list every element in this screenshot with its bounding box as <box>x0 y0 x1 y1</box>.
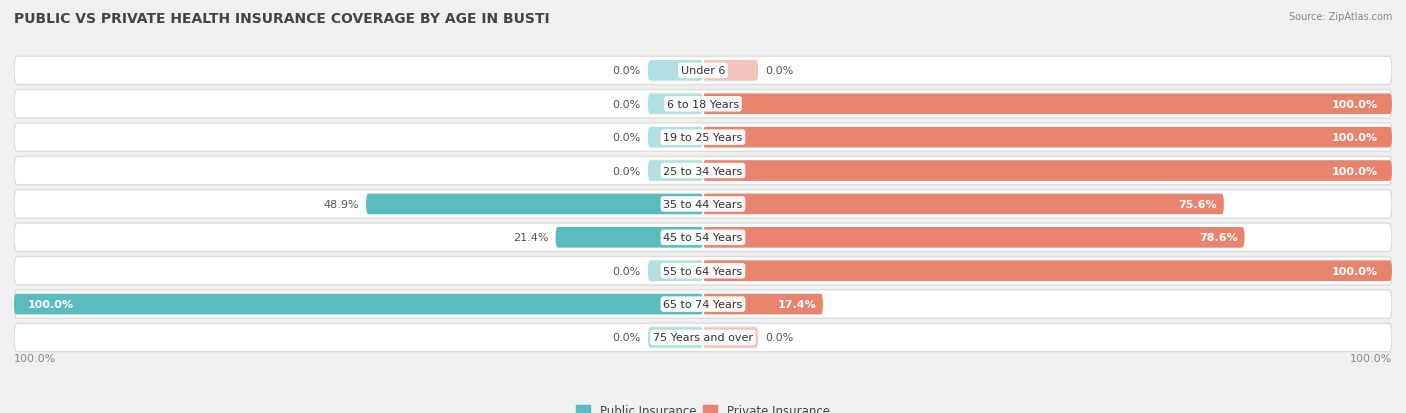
FancyBboxPatch shape <box>366 194 703 215</box>
FancyBboxPatch shape <box>14 323 1392 352</box>
FancyBboxPatch shape <box>703 61 758 81</box>
Text: 75 Years and over: 75 Years and over <box>652 333 754 343</box>
FancyBboxPatch shape <box>14 290 1392 318</box>
Text: Source: ZipAtlas.com: Source: ZipAtlas.com <box>1288 12 1392 22</box>
FancyBboxPatch shape <box>703 228 1244 248</box>
FancyBboxPatch shape <box>14 294 703 315</box>
FancyBboxPatch shape <box>648 128 703 148</box>
FancyBboxPatch shape <box>703 294 823 315</box>
FancyBboxPatch shape <box>703 128 1392 148</box>
FancyBboxPatch shape <box>14 123 1392 152</box>
Text: 100.0%: 100.0% <box>1331 266 1378 276</box>
FancyBboxPatch shape <box>648 161 703 181</box>
FancyBboxPatch shape <box>648 328 703 348</box>
Text: 0.0%: 0.0% <box>613 333 641 343</box>
Text: 21.4%: 21.4% <box>513 233 548 243</box>
FancyBboxPatch shape <box>14 57 1392 85</box>
Text: 35 to 44 Years: 35 to 44 Years <box>664 199 742 209</box>
FancyBboxPatch shape <box>703 194 1223 215</box>
Text: 75.6%: 75.6% <box>1178 199 1218 209</box>
Text: 19 to 25 Years: 19 to 25 Years <box>664 133 742 143</box>
Text: 100.0%: 100.0% <box>14 354 56 363</box>
Text: 55 to 64 Years: 55 to 64 Years <box>664 266 742 276</box>
Text: 0.0%: 0.0% <box>765 66 793 76</box>
FancyBboxPatch shape <box>555 228 703 248</box>
Legend: Public Insurance, Private Insurance: Public Insurance, Private Insurance <box>571 399 835 413</box>
FancyBboxPatch shape <box>703 161 1392 181</box>
Text: 25 to 34 Years: 25 to 34 Years <box>664 166 742 176</box>
FancyBboxPatch shape <box>14 90 1392 119</box>
FancyBboxPatch shape <box>703 328 758 348</box>
FancyBboxPatch shape <box>703 94 1392 115</box>
Text: 0.0%: 0.0% <box>613 133 641 143</box>
FancyBboxPatch shape <box>14 190 1392 218</box>
Text: Under 6: Under 6 <box>681 66 725 76</box>
Text: 100.0%: 100.0% <box>1331 166 1378 176</box>
FancyBboxPatch shape <box>703 261 1392 281</box>
Text: 78.6%: 78.6% <box>1199 233 1237 243</box>
Text: 0.0%: 0.0% <box>765 333 793 343</box>
Text: PUBLIC VS PRIVATE HEALTH INSURANCE COVERAGE BY AGE IN BUSTI: PUBLIC VS PRIVATE HEALTH INSURANCE COVER… <box>14 12 550 26</box>
Text: 45 to 54 Years: 45 to 54 Years <box>664 233 742 243</box>
FancyBboxPatch shape <box>648 261 703 281</box>
FancyBboxPatch shape <box>14 257 1392 285</box>
Text: 48.9%: 48.9% <box>323 199 359 209</box>
Text: 0.0%: 0.0% <box>613 66 641 76</box>
FancyBboxPatch shape <box>14 223 1392 252</box>
Text: 17.4%: 17.4% <box>778 299 815 309</box>
FancyBboxPatch shape <box>648 94 703 115</box>
Text: 100.0%: 100.0% <box>1331 100 1378 109</box>
Text: 0.0%: 0.0% <box>613 166 641 176</box>
Text: 100.0%: 100.0% <box>1331 133 1378 143</box>
Text: 0.0%: 0.0% <box>613 266 641 276</box>
FancyBboxPatch shape <box>648 61 703 81</box>
Text: 100.0%: 100.0% <box>1350 354 1392 363</box>
FancyBboxPatch shape <box>14 157 1392 185</box>
Text: 100.0%: 100.0% <box>28 299 75 309</box>
Text: 6 to 18 Years: 6 to 18 Years <box>666 100 740 109</box>
Text: 0.0%: 0.0% <box>613 100 641 109</box>
Text: 65 to 74 Years: 65 to 74 Years <box>664 299 742 309</box>
